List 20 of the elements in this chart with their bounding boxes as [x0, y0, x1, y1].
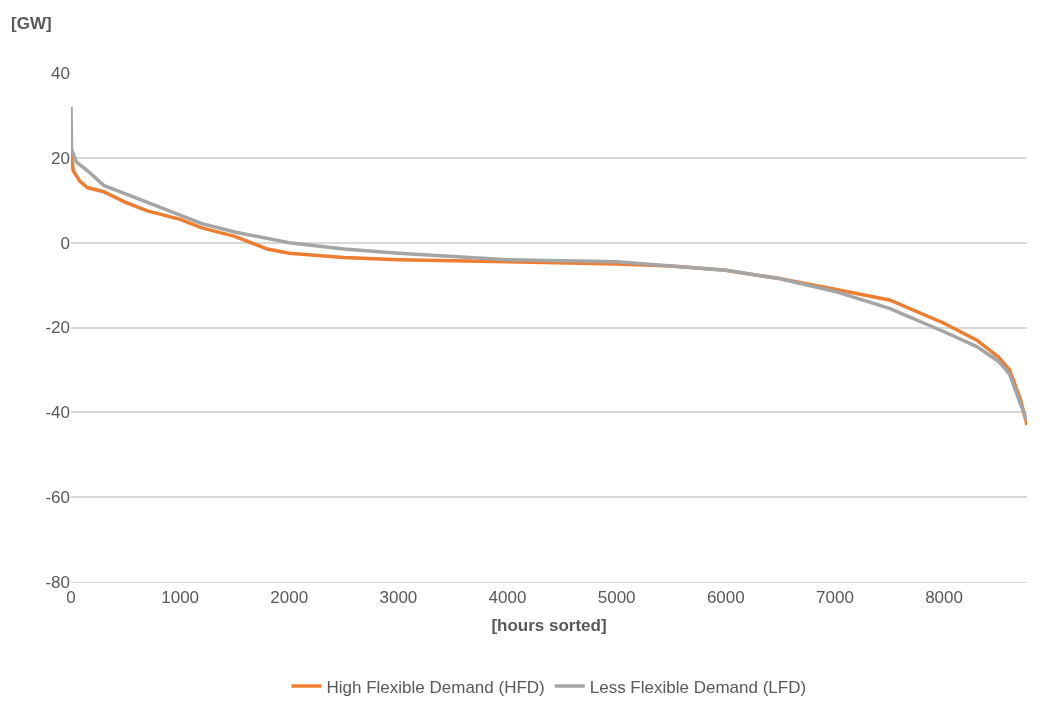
y-tick-label: 40 [51, 63, 70, 83]
y-tick-label: -40 [45, 403, 70, 423]
x-tick-label: 6000 [706, 588, 745, 608]
legend-label: Less Flexible Demand (LFD) [589, 677, 807, 697]
y-tick-label: -80 [45, 572, 70, 592]
x-tick-label: 7000 [816, 588, 854, 608]
x-tick-label: 5000 [597, 588, 636, 608]
y-tick-label: 20 [51, 148, 70, 168]
line-series [71, 105, 1027, 423]
legend-label: High Flexible Demand (HFD) [326, 677, 545, 697]
y-tick-label: -60 [45, 488, 70, 508]
x-axis-title: [hours sorted] [491, 615, 607, 635]
x-tick-label: 3000 [379, 588, 418, 608]
y-axis-title: [GW] [11, 14, 52, 33]
x-tick-label: 1000 [161, 588, 200, 608]
x-tick-label: 2000 [270, 588, 309, 608]
x-tick-label: 4000 [488, 588, 527, 608]
y-tick-label: 0 [60, 233, 70, 253]
x-tick-label: 8000 [925, 588, 963, 608]
y-tick-label: -20 [45, 318, 70, 338]
